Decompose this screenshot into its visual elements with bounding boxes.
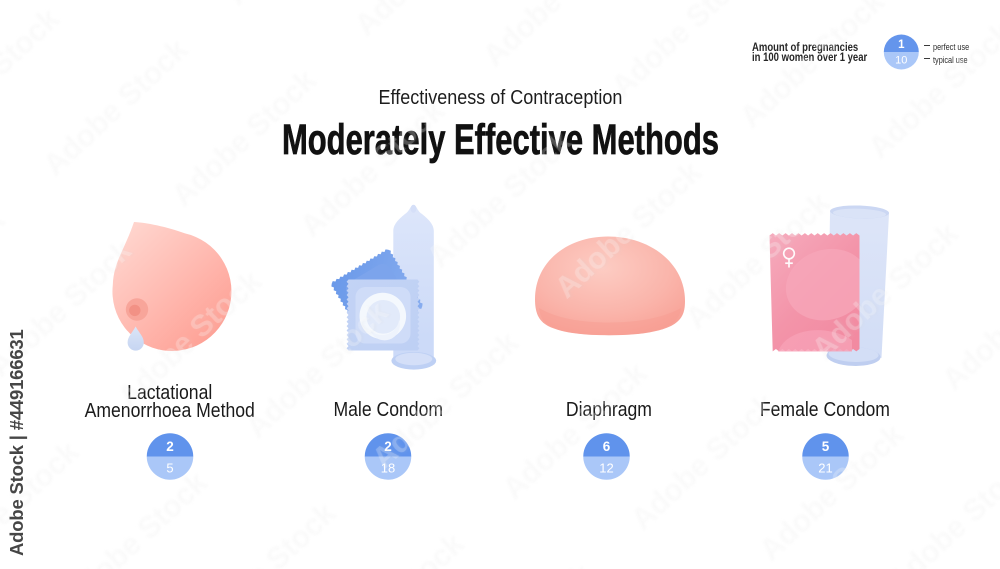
svg-text:2: 2 (166, 439, 174, 454)
svg-text:6: 6 (603, 439, 611, 454)
svg-text:21: 21 (818, 461, 832, 476)
svg-text:5: 5 (166, 461, 173, 476)
svg-text:18: 18 (381, 461, 395, 476)
svg-text:5: 5 (822, 439, 830, 454)
svg-text:12: 12 (599, 461, 613, 476)
svg-text:2: 2 (384, 439, 392, 454)
